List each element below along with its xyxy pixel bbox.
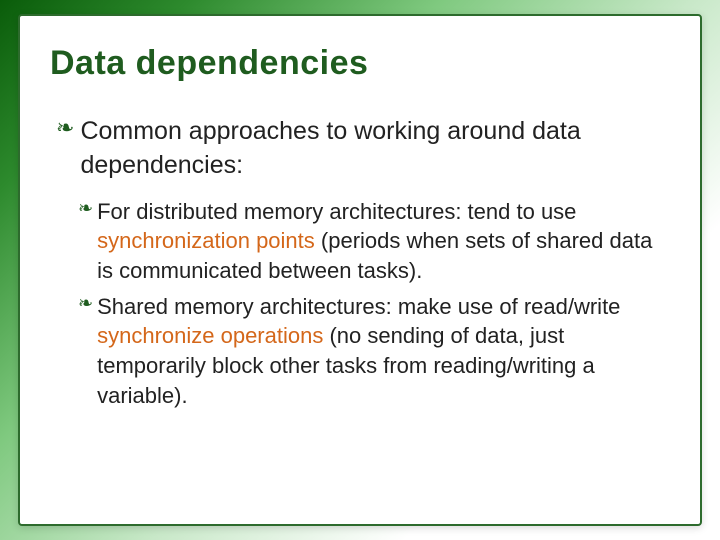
sub-bullet: ❧ For distributed memory architectures: … (78, 197, 670, 286)
slide-frame: Data dependencies ❧ Common approaches to… (18, 14, 702, 526)
sub-bullet-highlight: synchronization points (97, 228, 315, 253)
bullet-icon: ❧ (78, 292, 93, 315)
sub-bullet-text: For distributed memory architectures: te… (97, 197, 670, 286)
sub-bullet: ❧ Shared memory architectures: make use … (78, 292, 670, 411)
bullet-icon: ❧ (78, 197, 93, 220)
sub-bullet-prefix: Shared memory architectures: make use of… (97, 294, 620, 319)
bullet-icon: ❧ (56, 115, 74, 141)
slide-title: Data dependencies (50, 44, 670, 83)
main-bullet: ❧ Common approaches to working around da… (56, 115, 670, 183)
sub-bullet-highlight: synchronize operations (97, 323, 323, 348)
sub-bullet-text: Shared memory architectures: make use of… (97, 292, 670, 411)
sub-bullet-prefix: For distributed memory architectures: te… (97, 199, 576, 224)
main-bullet-text: Common approaches to working around data… (80, 115, 670, 183)
